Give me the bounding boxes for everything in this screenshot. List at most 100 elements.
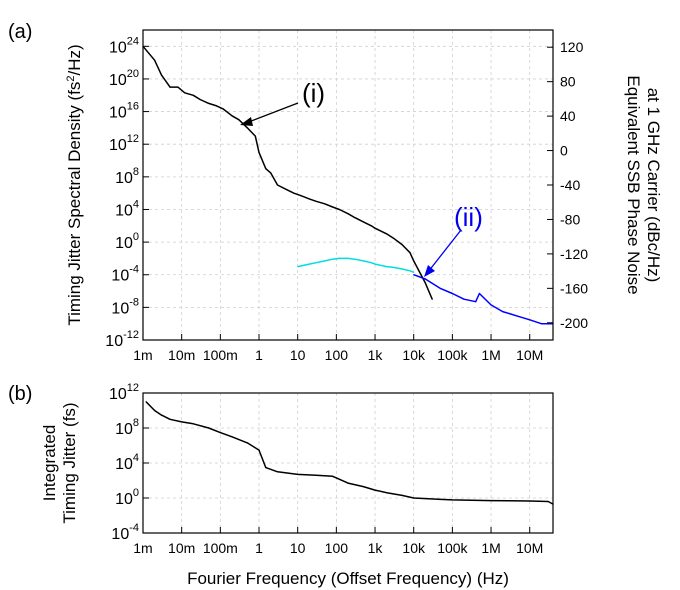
annotation-i-arrowhead (240, 117, 253, 126)
data-point (231, 436, 233, 438)
data-point (413, 497, 415, 499)
data-point (199, 98, 201, 101)
data-point (276, 184, 279, 186)
data-point (370, 225, 372, 227)
data-point (347, 257, 349, 259)
data-point (335, 477, 337, 479)
panel-b: 1m 10m 100m 1 10 100 1k 10k 100k 1M 10M 1012 108 104… (40, 382, 554, 588)
annotation-ii-arrow (427, 229, 462, 273)
data-point (347, 213, 349, 215)
x-tick-label: 100 (325, 347, 349, 363)
data-point (184, 92, 186, 94)
x-tick-label: 1M (481, 347, 500, 363)
data-point (370, 262, 372, 264)
right-ticks-a: 120 80 40 0 -40 -80 -120 -160 -200 (547, 39, 588, 331)
y-tick-label: 1012 (109, 133, 139, 154)
data-point (374, 263, 376, 265)
y-tick-label: 10-12 (105, 329, 139, 350)
grid-a (142, 30, 553, 341)
data-point (332, 475, 334, 477)
data-point (315, 200, 317, 202)
series-line-2 (413, 273, 553, 325)
x-tick-label: 10M (516, 540, 543, 556)
data-point (517, 315, 519, 317)
right-tick-label: -120 (560, 246, 588, 262)
x-tick-label: 10k (402, 540, 426, 556)
data-point (475, 301, 477, 303)
data-point (338, 208, 340, 211)
x-tick-label: 1M (481, 540, 500, 556)
x-tick-label: 10M (516, 347, 543, 363)
y-tick-label: 100 (115, 231, 139, 252)
x-tick-label: 1 (255, 347, 263, 363)
data-point (177, 86, 179, 88)
series-group-b (145, 401, 554, 505)
data-point (208, 427, 210, 429)
x-tick-label: 1m (133, 540, 152, 556)
x-tick-label: 100k (437, 347, 468, 363)
data-point (490, 304, 492, 306)
right-axis-title-line1-a: Equivalent SSB Phase Noise (624, 75, 643, 294)
data-point (192, 94, 194, 96)
data-point (216, 105, 218, 107)
y-tick-label: 104 (115, 452, 139, 473)
y-axis-title-a: Timing Jitter Spectral Density (fs2/Hz) (65, 44, 84, 325)
data-point (181, 421, 183, 423)
y-tick-label: 108 (115, 166, 139, 187)
data-point (219, 432, 221, 434)
data-point (297, 266, 299, 268)
annotation-ii: (ii) (454, 202, 483, 232)
data-point (392, 266, 395, 268)
data-point (386, 266, 388, 268)
y-tick-label: 10-4 (111, 264, 139, 285)
data-point (478, 292, 480, 295)
series-group-a (142, 45, 554, 325)
data-point (374, 227, 376, 229)
y-tick-label: 1016 (109, 101, 139, 122)
y-ticks-b: 1012 108 104 100 10-4 (109, 382, 149, 543)
data-point (490, 500, 492, 502)
data-point (431, 298, 433, 300)
data-point (293, 192, 295, 194)
data-point (401, 494, 403, 496)
data-point (386, 233, 388, 235)
right-tick-label: 120 (560, 39, 584, 55)
x-axis-title: Fourier Frequency (Offset Frequency) (Hz… (187, 569, 509, 588)
data-point (265, 467, 267, 469)
data-point (238, 119, 240, 121)
data-point (451, 499, 453, 501)
right-tick-label: -200 (560, 315, 588, 331)
data-point (392, 237, 395, 239)
x-tick-label: 1k (368, 347, 384, 363)
data-point (332, 206, 334, 208)
data-point (409, 252, 411, 254)
right-tick-label: -40 (560, 177, 580, 193)
annotation-ii-arrowhead (424, 265, 435, 277)
data-point (540, 323, 543, 325)
x-ticks-a: 1m 10m 100m 1 10 100 1k 10k 100k 1M 10M (133, 334, 543, 363)
series-line-1 (297, 257, 414, 273)
data-point (297, 473, 299, 475)
data-point (300, 195, 302, 197)
data-point (529, 500, 531, 502)
y-tick-label: 1024 (109, 35, 139, 56)
data-point (160, 414, 163, 416)
x-ticks-b: 1m 10m 100m 1 10 100 1k 10k 100k 1M 10M (133, 527, 543, 556)
data-point (338, 257, 340, 259)
data-point (192, 423, 194, 425)
data-point (160, 74, 163, 76)
right-tick-label: -160 (560, 280, 588, 296)
y-tick-label: 10-8 (111, 296, 139, 317)
panel-a: 1m 10m 100m 1 10 100 1k 10k 100k 1M 10M 1024102010… (65, 29, 663, 363)
x-tick-label: 10 (290, 540, 306, 556)
y-tick-label: 100 (115, 487, 139, 508)
x-tick-label: 1 (255, 540, 263, 556)
data-point (413, 274, 415, 276)
data-point (154, 59, 156, 61)
data-point (440, 498, 442, 500)
right-tick-label: 40 (560, 108, 576, 124)
data-point (169, 86, 171, 88)
data-point (308, 263, 310, 265)
data-point (315, 474, 317, 476)
